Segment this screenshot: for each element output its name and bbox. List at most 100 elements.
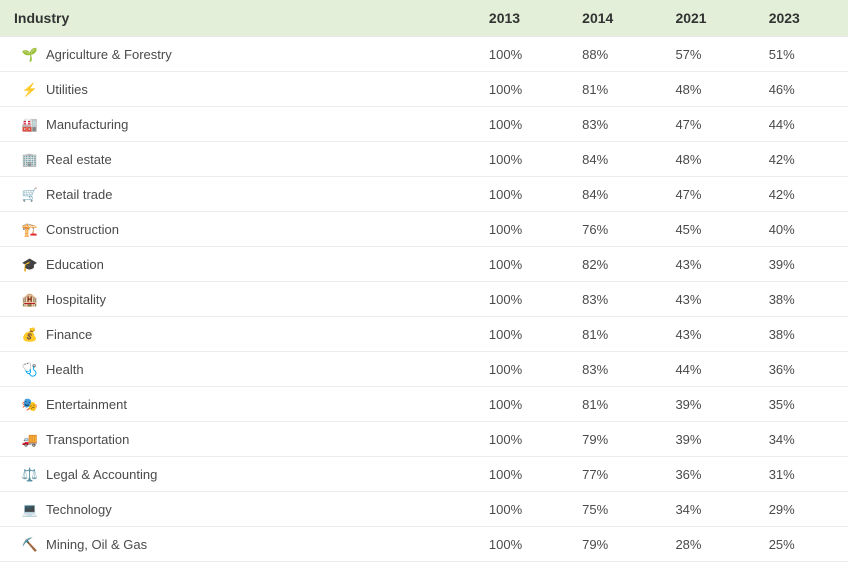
industry-label: Manufacturing <box>46 117 128 132</box>
table-row: 🏢Real estate100%84%48%42% <box>0 142 848 177</box>
cell-y2023: 29% <box>755 492 848 527</box>
cell-y2013: 100% <box>475 72 568 107</box>
cell-y2023: 42% <box>755 142 848 177</box>
industry-wrap: 🎓Education <box>22 256 461 272</box>
industry-wrap: 🎭Entertainment <box>22 396 461 412</box>
entertainment-icon: 🎭 <box>22 396 38 412</box>
cell-y2013: 100% <box>475 527 568 562</box>
cell-industry: 🏢 Real estate <box>0 142 475 177</box>
cell-y2021: 44% <box>661 352 754 387</box>
industry-label: Legal & Accounting <box>46 467 157 482</box>
cell-y2021: 43% <box>661 317 754 352</box>
mining-icon: ⛏️ <box>22 536 38 552</box>
table-row: 🩺Health 100%83%44%36% <box>0 352 848 387</box>
cell-industry: 💻 Technology <box>0 492 475 527</box>
industry-label: Hospitality <box>46 292 106 307</box>
manufacturing-icon: 🏭 <box>22 116 38 132</box>
cell-y2013: 100% <box>475 212 568 247</box>
cell-y2021: 43% <box>661 247 754 282</box>
cell-y2023: 34% <box>755 422 848 457</box>
industry-label: Health <box>46 362 84 377</box>
cell-industry: 💰 Finance <box>0 317 475 352</box>
utilities-icon: ⚡ <box>22 81 38 97</box>
cell-y2014: 84% <box>568 142 661 177</box>
real-estate-icon: 🏢 <box>22 151 38 167</box>
cell-y2014: 76% <box>568 212 661 247</box>
cell-y2021: 34% <box>661 492 754 527</box>
industry-wrap: 🏭 Manufacturing <box>22 116 461 132</box>
cell-y2021: 47% <box>661 177 754 212</box>
industry-label: Agriculture & Forestry <box>46 47 172 62</box>
industry-wrap: 🏗️Construction <box>22 221 461 237</box>
cell-y2014: 77% <box>568 457 661 492</box>
cell-y2023: 40% <box>755 212 848 247</box>
cell-y2023: 42% <box>755 177 848 212</box>
col-header-2021: 2021 <box>661 0 754 37</box>
table-row: 🛒Retail trade 100%84%47%42% <box>0 177 848 212</box>
cell-y2014: 81% <box>568 387 661 422</box>
cell-y2021: 28% <box>661 527 754 562</box>
agriculture-icon: 🌱 <box>22 46 38 62</box>
cell-y2023: 38% <box>755 317 848 352</box>
cell-industry: 🎭Entertainment <box>0 387 475 422</box>
cell-y2013: 100% <box>475 107 568 142</box>
cell-y2014: 75% <box>568 492 661 527</box>
table-row: ⛏️Mining, Oil & Gas100%79%28%25% <box>0 527 848 562</box>
table-body: 🌱Agriculture & Forestry100%88%57%51%⚡Uti… <box>0 37 848 562</box>
industry-label: Technology <box>46 502 112 517</box>
finance-icon: 💰 <box>22 326 38 342</box>
cell-y2021: 47% <box>661 107 754 142</box>
cell-y2023: 39% <box>755 247 848 282</box>
cell-y2021: 45% <box>661 212 754 247</box>
legal-icon: ⚖️ <box>22 466 38 482</box>
industry-wrap: 💻 Technology <box>22 501 461 517</box>
col-header-industry: Industry <box>0 0 475 37</box>
col-header-2013: 2013 <box>475 0 568 37</box>
industry-label: Utilities <box>46 82 88 97</box>
cell-industry: 🩺Health <box>0 352 475 387</box>
cell-y2013: 100% <box>475 387 568 422</box>
cell-y2013: 100% <box>475 352 568 387</box>
cell-y2013: 100% <box>475 37 568 72</box>
cell-y2014: 79% <box>568 527 661 562</box>
cell-y2021: 39% <box>661 387 754 422</box>
industry-wrap: 🏢 Real estate <box>22 151 461 167</box>
industry-wrap: 💰 Finance <box>22 326 461 342</box>
industry-label: Education <box>46 257 104 272</box>
table-header-row: Industry 2013 2014 2021 2023 <box>0 0 848 37</box>
cell-y2014: 84% <box>568 177 661 212</box>
industry-wrap: 🛒Retail trade <box>22 186 461 202</box>
industry-wrap: 🌱 Agriculture & Forestry <box>22 46 461 62</box>
cell-industry: ⚡ Utilities <box>0 72 475 107</box>
cell-y2023: 36% <box>755 352 848 387</box>
cell-y2021: 39% <box>661 422 754 457</box>
industry-label: Real estate <box>46 152 112 167</box>
industry-label: Mining, Oil & Gas <box>46 537 147 552</box>
cell-y2013: 100% <box>475 492 568 527</box>
table-row: 💻 Technology 100%75%34%29% <box>0 492 848 527</box>
cell-y2014: 83% <box>568 107 661 142</box>
cell-industry: 🏗️Construction <box>0 212 475 247</box>
cell-y2013: 100% <box>475 177 568 212</box>
cell-y2014: 83% <box>568 352 661 387</box>
transportation-icon: 🚚 <box>22 431 38 447</box>
cell-y2021: 36% <box>661 457 754 492</box>
industry-wrap: 🩺Health <box>22 361 461 377</box>
technology-icon: 💻 <box>22 501 38 517</box>
cell-y2021: 43% <box>661 282 754 317</box>
hospitality-icon: 🏨 <box>22 291 38 307</box>
table-row: 🌱Agriculture & Forestry100%88%57%51% <box>0 37 848 72</box>
cell-y2013: 100% <box>475 317 568 352</box>
cell-y2013: 100% <box>475 282 568 317</box>
industry-label: Finance <box>46 327 92 342</box>
table-row: 🏭Manufacturing100%83%47%44% <box>0 107 848 142</box>
table-row: 🏨Hospitality100%83%43%38% <box>0 282 848 317</box>
cell-y2014: 88% <box>568 37 661 72</box>
table-row: 🚚Transportation100%79%39%34% <box>0 422 848 457</box>
industry-label: Retail trade <box>46 187 112 202</box>
table-row: 💰Finance100%81%43%38% <box>0 317 848 352</box>
table-row: 🎭Entertainment100%81%39%35% <box>0 387 848 422</box>
cell-industry: 🎓Education <box>0 247 475 282</box>
industry-wrap: ⛏️ Mining, Oil & Gas <box>22 536 461 552</box>
col-header-2023: 2023 <box>755 0 848 37</box>
